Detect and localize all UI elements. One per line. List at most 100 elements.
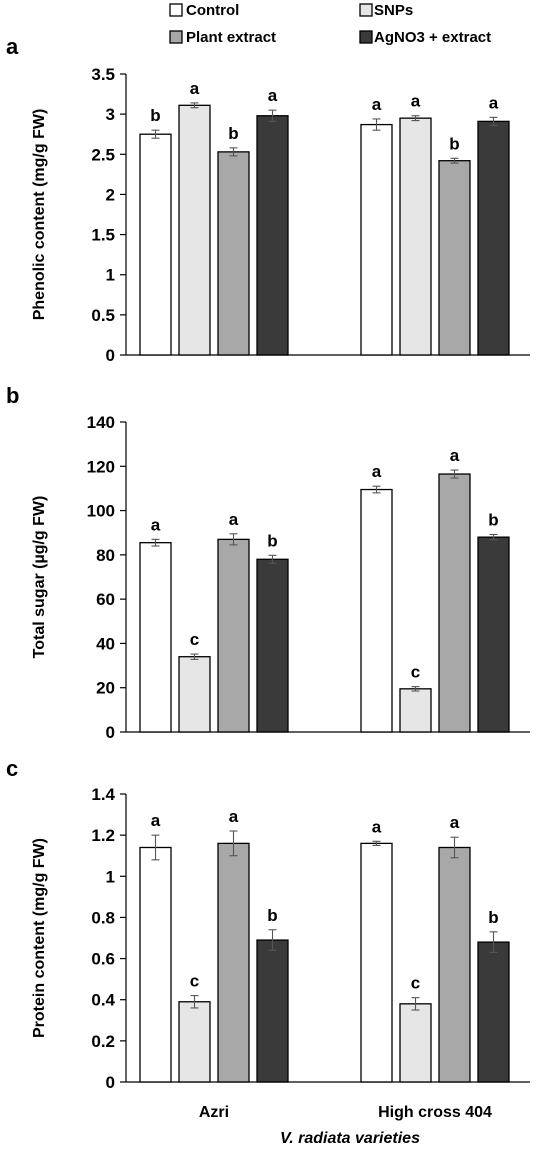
bar-snps-azri: [178, 104, 211, 356]
bar-control-azri: [139, 846, 172, 1083]
y-tick-label: 2: [106, 185, 115, 204]
significance-letter-agno3-extract-azri: b: [267, 906, 277, 925]
y-tick-label: 60: [96, 590, 115, 609]
legend-swatch-control: [169, 3, 183, 17]
bar-agno3-extract-high-cross-404: [477, 120, 510, 356]
bar-plant-extract-high-cross-404: [438, 846, 471, 1083]
y-tick-label: 3.5: [91, 65, 115, 84]
bar-agno3-extract-azri: [256, 115, 289, 356]
legend-item-control: Control: [169, 2, 239, 19]
significance-letter-plant-extract-azri: b: [228, 124, 238, 143]
bar-plant-extract-azri: [217, 538, 250, 733]
y-tick-label: 0.5: [91, 306, 115, 325]
bar-snps-high-cross-404: [399, 688, 432, 733]
bar-control-azri: [139, 133, 172, 356]
y-tick-label: 0.8: [91, 908, 115, 927]
significance-letter-agno3-extract-azri: a: [268, 86, 278, 105]
significance-letter-snps-azri: c: [190, 972, 199, 991]
panel-label: a: [6, 34, 19, 59]
y-tick-label: 0: [106, 723, 115, 742]
bar-agno3-extract-high-cross-404: [477, 536, 510, 733]
y-tick-label: 1.5: [91, 226, 115, 245]
significance-letter-agno3-extract-high-cross-404: a: [489, 93, 499, 112]
significance-letter-plant-extract-azri: a: [229, 510, 239, 529]
y-tick-label: 1.2: [91, 826, 115, 845]
significance-letter-control-high-cross-404: a: [372, 817, 382, 836]
y-tick-label: 20: [96, 679, 115, 698]
significance-letter-plant-extract-high-cross-404: a: [450, 446, 460, 465]
bar-control-high-cross-404: [360, 842, 393, 1083]
x-axis-title-italic: V. radiata: [280, 1130, 351, 1147]
bar-agno3-extract-azri: [256, 939, 289, 1083]
bar-agno3-extract-high-cross-404: [477, 941, 510, 1083]
bar-plant-extract-azri: [217, 842, 250, 1083]
y-tick-label: 3: [106, 105, 115, 124]
legend-label-plant-extract: Plant extract: [186, 29, 276, 46]
y-tick-label: 0: [106, 346, 115, 365]
y-axis-label: Phenolic content (mg/g FW): [31, 109, 48, 321]
chart-panel-c: c 0 0.2 0.4 0.6 0.8 1 1.2 1.4 Protein content (mg…: [6, 756, 530, 1121]
bar-snps-azri: [178, 656, 211, 733]
legend-label-agno3-extract: AgNO3 + extract: [374, 29, 491, 46]
y-tick-label: 40: [96, 634, 115, 653]
significance-letter-control-azri: a: [151, 811, 161, 830]
x-category-label: Azri: [199, 1104, 229, 1121]
legend-item-agno3-extract: AgNO3 + extract: [359, 29, 491, 46]
legend-item-plant-extract: Plant extract: [169, 29, 276, 46]
x-axis-title: V. radiata varieties: [280, 1130, 420, 1147]
bar-control-high-cross-404: [360, 123, 393, 356]
panel-label: b: [6, 383, 19, 408]
legend-item-snps: SNPs: [359, 2, 413, 19]
significance-letter-control-high-cross-404: a: [372, 95, 382, 114]
y-axis-label: Protein content (mg/g FW): [31, 838, 48, 1038]
y-tick-label: 1: [106, 867, 115, 886]
significance-letter-agno3-extract-high-cross-404: b: [488, 908, 498, 927]
y-tick-label: 0.2: [91, 1032, 115, 1051]
significance-letter-agno3-extract-high-cross-404: b: [488, 510, 498, 529]
significance-letter-control-azri: b: [150, 106, 160, 125]
significance-letter-plant-extract-azri: a: [229, 807, 239, 826]
x-axis-title-rest: varieties: [351, 1130, 420, 1147]
significance-letter-control-azri: a: [151, 515, 161, 534]
bar-snps-azri: [178, 1001, 211, 1083]
bar-snps-high-cross-404: [399, 117, 432, 356]
y-tick-label: 80: [96, 546, 115, 565]
y-tick-label: 0: [106, 1073, 115, 1092]
y-tick-label: 0.6: [91, 950, 115, 969]
chart-panel-b: b 0 20 40 60 80 100 120 140 Total sugar (µg/g FW)…: [6, 383, 530, 742]
y-axis-label: Total sugar (µg/g FW): [31, 496, 48, 659]
significance-letter-agno3-extract-azri: b: [267, 531, 277, 550]
panel-label: c: [6, 756, 18, 781]
significance-letter-snps-high-cross-404: c: [411, 974, 420, 993]
legend-swatch-agno3-extract: [359, 30, 373, 44]
legend: Control SNPs Plant extract AgNO3 + extra…: [169, 2, 491, 46]
bar-plant-extract-high-cross-404: [438, 160, 471, 356]
y-tick-label: 1: [106, 266, 115, 285]
significance-letter-snps-high-cross-404: c: [411, 663, 420, 682]
legend-label-control: Control: [186, 2, 239, 19]
y-tick-label: 0.4: [91, 991, 115, 1010]
y-tick-label: 100: [87, 502, 115, 521]
y-tick-label: 1.4: [91, 785, 115, 804]
significance-letter-plant-extract-high-cross-404: b: [449, 134, 459, 153]
x-category-label: High cross 404: [378, 1104, 492, 1121]
y-tick-label: 120: [87, 457, 115, 476]
significance-letter-snps-azri: c: [190, 630, 199, 649]
significance-letter-snps-high-cross-404: a: [411, 92, 421, 111]
bar-snps-high-cross-404: [399, 1003, 432, 1083]
y-tick-label: 140: [87, 413, 115, 432]
bar-plant-extract-azri: [217, 151, 250, 356]
significance-letter-plant-extract-high-cross-404: a: [450, 813, 460, 832]
legend-swatch-plant-extract: [169, 30, 183, 44]
bar-control-high-cross-404: [360, 488, 393, 733]
bar-agno3-extract-azri: [256, 558, 289, 733]
significance-letter-snps-azri: a: [190, 79, 200, 98]
bar-plant-extract-high-cross-404: [438, 473, 471, 733]
legend-label-snps: SNPs: [374, 2, 413, 19]
chart-panel-a: a 0 0.5 1 1.5 2 2.5 3 3.5 Phenolic content (mg/g …: [6, 34, 530, 365]
bar-control-azri: [139, 542, 172, 733]
y-tick-label: 2.5: [91, 145, 115, 164]
significance-letter-control-high-cross-404: a: [372, 462, 382, 481]
legend-swatch-snps: [359, 3, 373, 17]
